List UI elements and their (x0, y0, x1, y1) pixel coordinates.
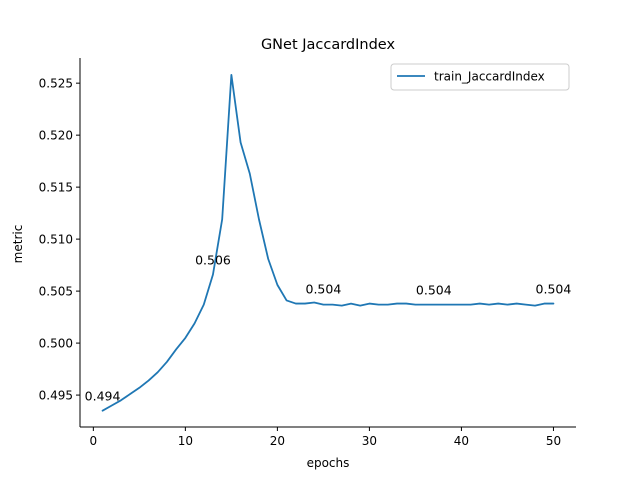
y-tick-label: 0.525 (39, 76, 73, 90)
legend-box (390, 63, 570, 91)
data-label: 0.504 (306, 282, 342, 297)
x-axis-ticks: 0 10 20 30 40 50 (90, 427, 561, 448)
data-label: 0.504 (416, 283, 452, 298)
data-label: 0.504 (536, 282, 572, 297)
series-line-0 (101, 73, 555, 412)
y-tick-label: 0.495 (39, 388, 73, 402)
data-label: 0.494 (85, 389, 121, 404)
y-tick-label: 0.515 (39, 180, 73, 194)
axes (79, 58, 576, 428)
legend: train_JaccardIndex (390, 63, 570, 91)
x-tick-label: 50 (546, 434, 561, 448)
x-tick-label: 10 (178, 434, 193, 448)
chart-title: GNet JaccardIndex (261, 37, 396, 53)
legend-label: train_JaccardIndex (434, 70, 545, 84)
y-tick-label: 0.520 (39, 128, 73, 142)
y-tick-label: 0.510 (39, 232, 73, 246)
x-tick-label: 20 (270, 434, 285, 448)
x-tick-label: 40 (454, 434, 469, 448)
x-tick-label: 0 (90, 434, 98, 448)
series-layer (101, 73, 555, 412)
y-tick-label: 0.500 (39, 336, 73, 350)
y-axis-label: metric (11, 225, 25, 264)
x-axis-label: epochs (307, 456, 350, 470)
x-tick-label: 30 (362, 434, 377, 448)
y-axis-ticks: 0.495 0.500 0.505 0.510 0.515 0.520 0.525 (39, 76, 80, 402)
y-tick-label: 0.505 (39, 284, 73, 298)
annotations: 0.494 0.506 0.504 0.504 0.504 (85, 252, 572, 403)
data-label: 0.506 (195, 252, 231, 267)
